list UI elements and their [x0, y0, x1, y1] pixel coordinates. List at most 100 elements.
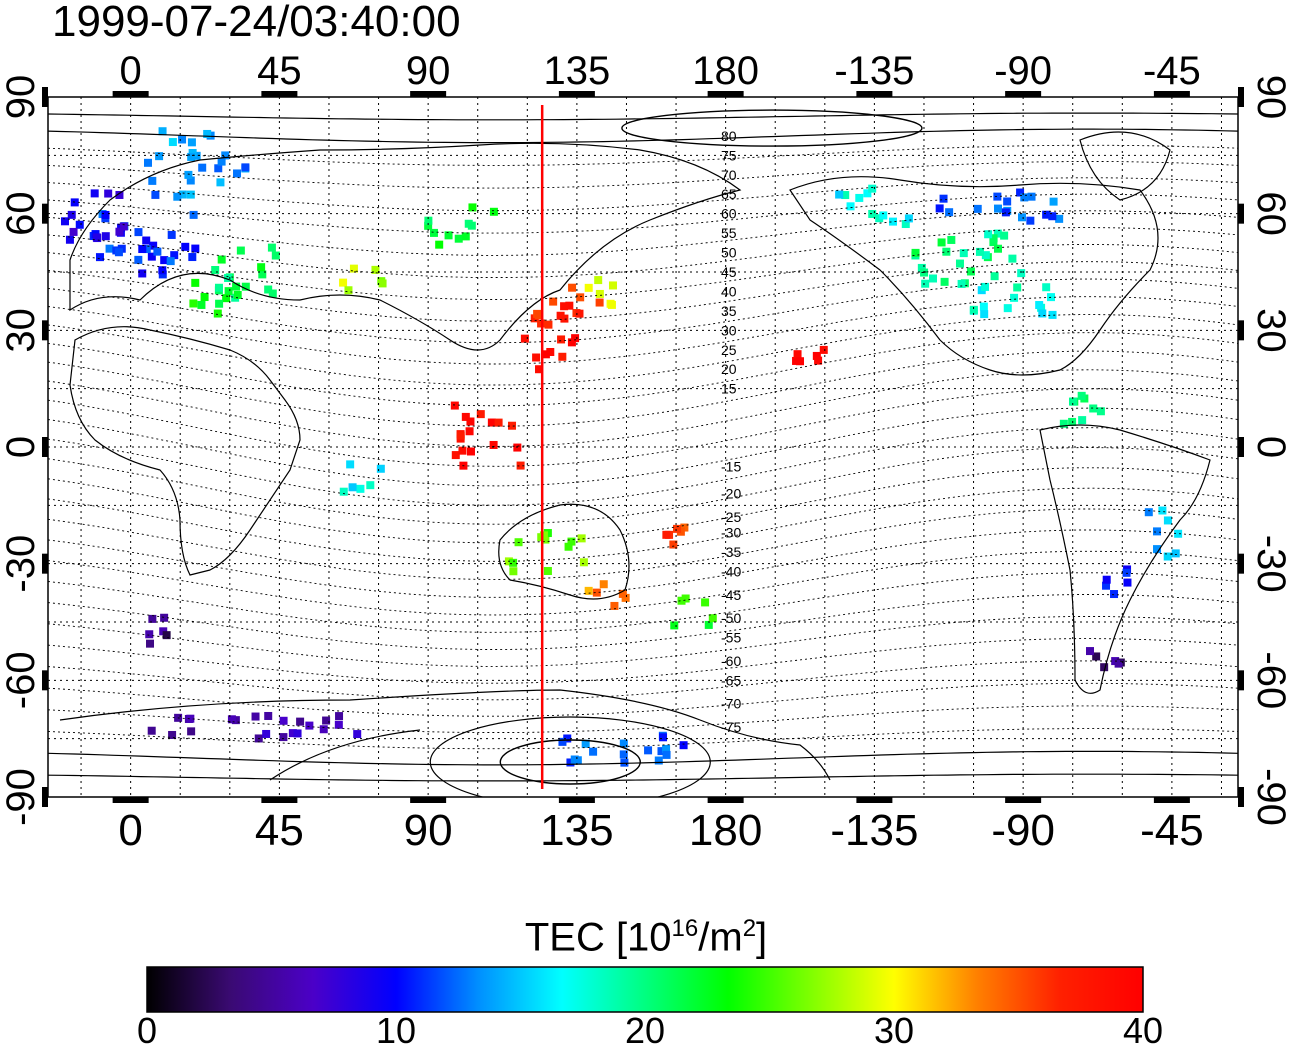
left-latitude-label: -30	[0, 535, 43, 593]
tec-cell	[105, 244, 114, 253]
bottom-tick-bar	[707, 797, 744, 803]
tec-cell	[1086, 647, 1095, 656]
tec-cell	[509, 558, 518, 567]
tec-cell	[1010, 293, 1019, 302]
south-pole-contour	[499, 739, 641, 785]
top-tick-bar	[558, 91, 595, 97]
tec-cell	[701, 598, 710, 607]
tec-cell	[1144, 508, 1153, 517]
tec-cell	[558, 737, 567, 746]
right-tick-bar	[1238, 670, 1244, 691]
tec-cell	[662, 530, 671, 539]
mag-lat-contour	[48, 427, 1238, 506]
mag-lat-contour	[48, 487, 1238, 562]
top-tick-bar	[410, 91, 447, 97]
tec-cell	[60, 217, 69, 226]
mag-lat-contour	[48, 177, 1238, 212]
tec-cell	[984, 230, 993, 239]
tec-cell	[465, 427, 474, 436]
tec-cell	[192, 151, 201, 160]
tec-cell	[424, 221, 433, 230]
coastline-europe-asia	[69, 142, 742, 351]
contour-label: 25	[721, 342, 737, 358]
mag-lat-contour	[48, 508, 1238, 580]
tec-cell	[1003, 197, 1012, 206]
left-latitude-label: 0	[0, 436, 43, 458]
tec-cell	[1049, 197, 1058, 206]
bottom-longitude-label: 45	[255, 806, 304, 855]
tec-cell	[901, 220, 910, 229]
top-longitude-label: 90	[406, 49, 451, 93]
tec-cell	[458, 446, 467, 455]
tec-cell	[114, 248, 123, 257]
tec-cell	[835, 190, 844, 199]
tec-cell	[620, 758, 629, 767]
tec-cell	[1153, 527, 1162, 536]
tec-cell	[969, 305, 978, 314]
tec-cell	[841, 191, 850, 200]
left-latitude-label: 30	[0, 308, 43, 353]
right-tick-bar	[1238, 203, 1244, 224]
tec-cell	[168, 730, 177, 739]
north-pole-contour	[621, 109, 923, 147]
colorbar	[146, 966, 1144, 1013]
tec-cell	[167, 230, 176, 239]
tec-cell	[544, 320, 553, 329]
tec-cell	[267, 243, 276, 252]
tec-cell	[288, 729, 297, 738]
tec-cell	[796, 357, 805, 366]
tec-cell	[1038, 309, 1047, 318]
tec-cell	[819, 345, 828, 354]
mag-lat-contour	[48, 193, 1238, 234]
top-longitude-label: -45	[1143, 49, 1201, 93]
contour-label: -15	[721, 458, 741, 474]
tec-cell	[1068, 397, 1077, 406]
tec-cell	[557, 335, 566, 344]
tec-cell	[1114, 659, 1123, 668]
tec-cell	[456, 431, 465, 440]
right-latitude-label: -60	[1249, 651, 1292, 709]
tec-cell	[993, 204, 1002, 213]
left-latitude-label: -90	[0, 768, 43, 826]
tec-cell	[530, 314, 539, 323]
tec-cell	[566, 758, 575, 767]
mag-lat-contour	[48, 467, 1238, 544]
tec-cell	[178, 135, 187, 144]
tec-cell	[1048, 310, 1057, 319]
tec-cell	[293, 729, 302, 738]
right-tick-bar	[1238, 87, 1244, 107]
colorbar-title-exponent: 16	[671, 915, 699, 942]
mag-lat-contour	[48, 728, 1238, 750]
tec-cell	[494, 418, 503, 427]
tec-cell	[1048, 212, 1057, 221]
bottom-tick-bar	[558, 797, 595, 803]
tec-cell	[993, 229, 1002, 238]
tec-cell	[149, 241, 158, 250]
bottom-tick-bar	[112, 797, 149, 803]
tec-cell	[549, 297, 558, 306]
tec-cell	[271, 251, 280, 260]
bottom-tick-bar	[1153, 797, 1190, 803]
contour-label: 80	[721, 128, 737, 144]
tec-cell	[546, 347, 555, 356]
colorbar-tick-label: 0	[136, 1010, 158, 1051]
left-tick-bar	[42, 203, 48, 224]
tec-cell	[560, 314, 569, 323]
tec-cell	[541, 350, 550, 359]
tec-cell	[147, 726, 156, 735]
tec-data-layer	[60, 127, 1183, 767]
tec-cell	[567, 338, 576, 347]
tec-cell	[435, 240, 444, 249]
tec-cell	[704, 620, 713, 629]
tec-cell	[262, 729, 271, 738]
tec-cell	[279, 733, 288, 742]
tec-cell	[679, 741, 688, 750]
mag-lat-contour	[48, 227, 1238, 278]
tec-cell	[489, 440, 498, 449]
top-longitude-label: 180	[692, 49, 759, 93]
tec-cell	[989, 234, 998, 243]
tec-cell	[981, 251, 990, 260]
tec-cell	[993, 192, 1002, 201]
tec-cell	[200, 293, 209, 302]
mag-lat-contour	[48, 278, 1238, 344]
